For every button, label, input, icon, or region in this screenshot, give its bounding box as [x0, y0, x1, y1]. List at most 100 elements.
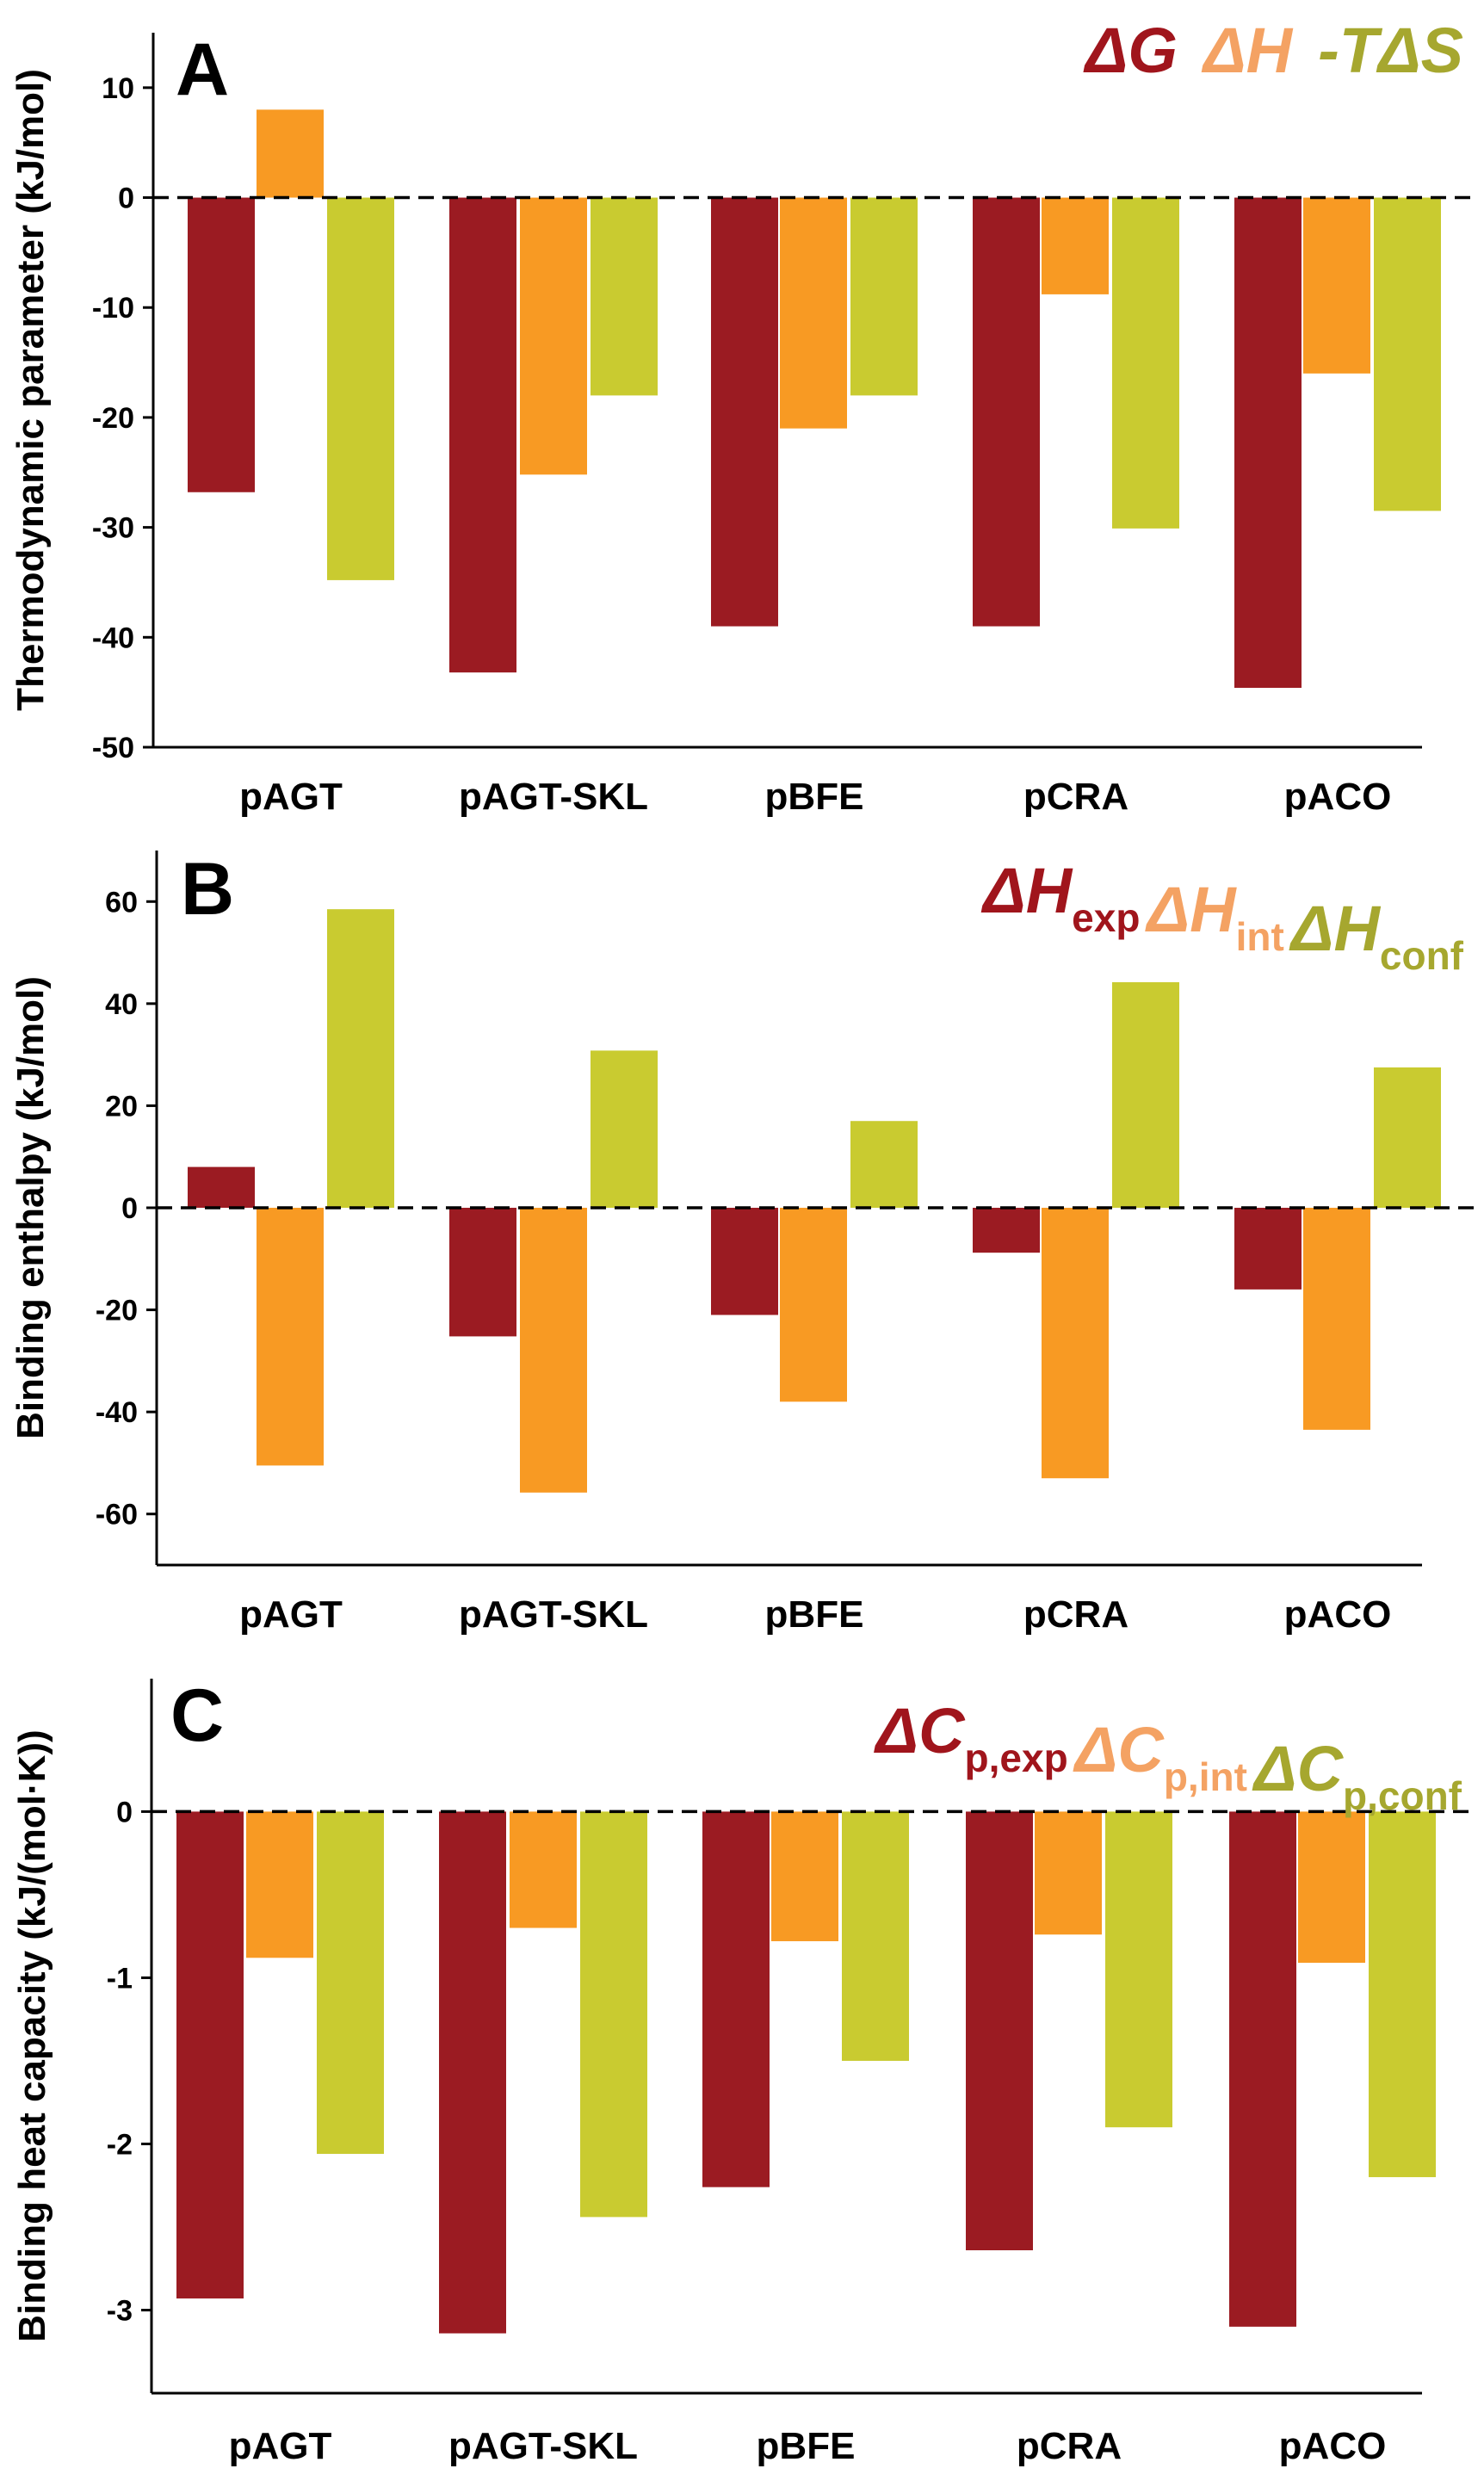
y-tick-label: 0 [121, 1192, 138, 1225]
bar-a-pagt-skl-s1 [449, 197, 516, 673]
bar-c-pcra-s1 [966, 1811, 1033, 2250]
y-tick-label: -40 [92, 622, 134, 654]
category-label: pAGT [239, 776, 343, 818]
bar-c-paco-s3 [1369, 1811, 1436, 2178]
legend-entry: ΔH [1201, 15, 1294, 86]
panel-letter: C [170, 1674, 224, 1757]
panel-a: 10 0 -10 -20 -30 -40 -50 pAGT pAGT-SKL pBFE pCRA pA… [9, 15, 1475, 818]
bar-a-pbfe-s1 [711, 197, 778, 627]
y-tick-label: -40 [96, 1396, 138, 1429]
legend-entry: ΔC [1073, 1714, 1166, 1785]
y-axis-title: Binding heat capacity (kJ/(mol·K)) [11, 1729, 53, 2342]
bar-a-pcra-s2 [1042, 197, 1109, 294]
bar-a-pagt-skl-s3 [591, 197, 658, 396]
panel-letter: B [181, 848, 234, 931]
y-tick-label: 0 [118, 183, 134, 215]
category-label: pBFE [765, 776, 864, 818]
legend-subscript: p,conf [1343, 1773, 1462, 1818]
bar-b-pagt-skl-s2 [520, 1208, 587, 1493]
y-tick-label: -1 [107, 1962, 133, 1995]
panel-letter: A [176, 28, 229, 111]
bar-a-pagt-s3 [327, 197, 394, 580]
category-label: pCRA [1017, 2425, 1122, 2467]
bar-b-pagt-s3 [327, 909, 394, 1208]
bar-c-pbfe-s1 [702, 1811, 770, 2187]
y-tick-label: -60 [96, 1499, 138, 1531]
bar-c-pagt-s2 [246, 1811, 313, 1958]
category-label: pACO [1284, 776, 1392, 818]
bar-b-pcra-s3 [1112, 981, 1179, 1208]
bar-a-pagt-skl-s2 [520, 197, 587, 475]
category-label: pAGT-SKL [459, 1593, 648, 1636]
legend-subscript: p,int [1164, 1754, 1247, 1799]
legend-subscript: int [1236, 914, 1284, 959]
legend-subscript: p,exp [965, 1735, 1068, 1780]
bar-a-paco-s3 [1374, 197, 1441, 511]
bar-b-pagt-s2 [257, 1208, 324, 1466]
bar-c-paco-s2 [1298, 1811, 1365, 1964]
bar-c-pagt-s3 [317, 1811, 384, 2155]
bar-a-pcra-s1 [973, 197, 1040, 627]
bar-c-paco-s1 [1229, 1811, 1296, 2327]
bar-b-pagt-skl-s1 [449, 1208, 516, 1337]
y-tick-label: 60 [105, 886, 138, 919]
legend-entry: ΔH [980, 855, 1073, 926]
bar-a-paco-s1 [1234, 197, 1302, 689]
y-tick-label: 40 [105, 988, 138, 1021]
legend-entry: ΔG [1083, 15, 1178, 86]
panel-c: 0 -1 -2 -3 pAGT pAGT-SKL pBFE pCRA pACO Binding h… [11, 1674, 1475, 2467]
bar-a-paco-s2 [1303, 197, 1370, 374]
category-label: pAGT [239, 1593, 343, 1636]
bar-c-pbfe-s2 [771, 1811, 838, 1941]
category-label: pACO [1279, 2425, 1387, 2467]
y-tick-label: -2 [107, 2128, 133, 2161]
bar-a-pbfe-s3 [850, 197, 918, 396]
y-tick-label: -3 [107, 2294, 133, 2327]
legend-entry: ΔC [873, 1695, 966, 1766]
bar-b-paco-s2 [1303, 1208, 1370, 1430]
bar-c-pcra-s3 [1105, 1811, 1172, 2128]
bar-b-pbfe-s3 [850, 1121, 918, 1208]
legend: ΔCp,exp ΔCp,int ΔCp,conf [873, 1695, 1462, 1818]
y-tick-label: -30 [92, 512, 134, 545]
legend: ΔHexp ΔHint ΔHconf [980, 855, 1464, 978]
y-tick-label: 0 [116, 1796, 133, 1828]
bar-a-pagt-s2 [257, 109, 324, 198]
legend: ΔG ΔH -TΔS [1083, 15, 1463, 86]
category-label: pBFE [757, 2425, 856, 2467]
bar-c-pagt-skl-s1 [439, 1811, 506, 2334]
bar-b-pcra-s1 [973, 1208, 1040, 1253]
legend-subscript: conf [1380, 933, 1464, 978]
bar-b-pagt-skl-s3 [591, 1050, 658, 1208]
category-label: pAGT-SKL [448, 2425, 638, 2467]
legend-entry: ΔH [1289, 893, 1382, 964]
panel-b: 60 40 20 0 -20 -40 -60 pAGT pAGT-SKL pBFE pCRA pACO… [9, 848, 1475, 1636]
y-tick-label: 10 [102, 72, 134, 105]
bar-a-pagt-s1 [188, 197, 255, 492]
bar-c-pcra-s2 [1035, 1811, 1102, 1935]
category-label: pCRA [1023, 776, 1128, 818]
bar-b-paco-s3 [1374, 1067, 1441, 1208]
bar-c-pagt-skl-s2 [510, 1811, 577, 1928]
bar-c-pagt-s1 [176, 1811, 244, 2298]
category-label: pBFE [765, 1593, 864, 1636]
legend-entry: -TΔS [1318, 15, 1463, 86]
bar-b-pbfe-s1 [711, 1208, 778, 1315]
bar-b-pagt-s1 [188, 1166, 255, 1208]
bar-a-pcra-s3 [1112, 197, 1179, 529]
y-tick-label: 20 [105, 1090, 138, 1123]
bar-b-pbfe-s2 [780, 1208, 847, 1402]
bar-b-pcra-s2 [1042, 1208, 1109, 1479]
y-tick-label: -20 [92, 402, 134, 435]
y-tick-label: -50 [92, 732, 134, 764]
legend-entry: ΔH [1144, 874, 1237, 945]
y-tick-label: -20 [96, 1295, 138, 1327]
category-label: pAGT [229, 2425, 332, 2467]
bar-c-pbfe-s3 [842, 1811, 909, 2061]
category-label: pACO [1284, 1593, 1392, 1636]
y-tick-label: -10 [92, 292, 134, 325]
category-label: pAGT-SKL [459, 776, 648, 818]
legend-entry: ΔC [1252, 1733, 1345, 1804]
y-axis-title: Thermodynamic parameter (kJ/mol) [9, 69, 52, 711]
bar-c-pagt-skl-s3 [580, 1811, 647, 2218]
